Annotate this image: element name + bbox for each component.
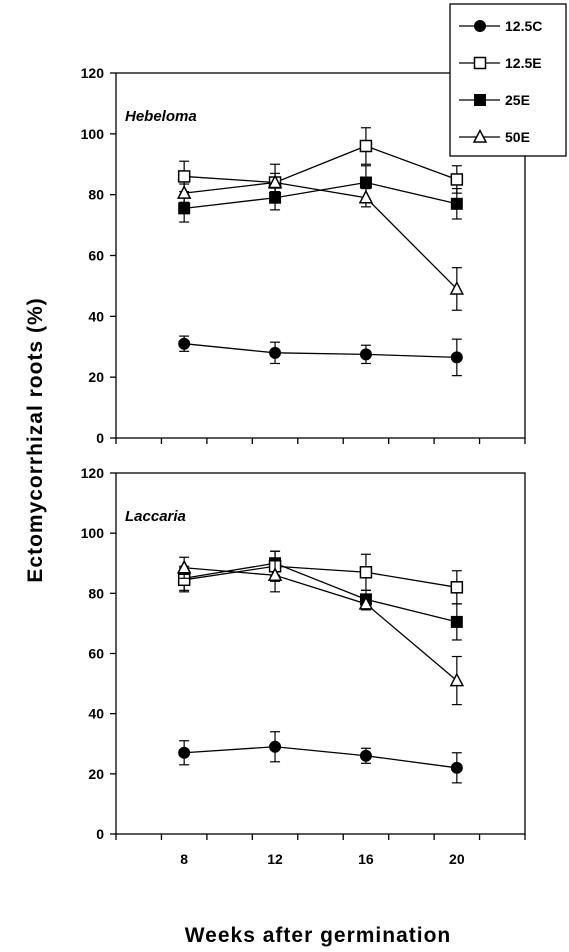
data-point (449, 672, 465, 687)
y-tick-label: 40 (88, 706, 104, 722)
data-point (358, 595, 374, 610)
series-line (184, 565, 457, 588)
data-point (178, 202, 191, 215)
y-tick-label: 80 (88, 585, 104, 601)
data-point (450, 615, 463, 628)
data-point (267, 567, 283, 582)
x-tick-label: 20 (449, 851, 465, 867)
legend-label: 12.5E (505, 55, 542, 71)
data-point (450, 581, 464, 594)
y-tick-label: 60 (88, 248, 104, 264)
panel-label: Laccaria (125, 508, 186, 525)
series-line (184, 181, 457, 209)
series-25e (178, 165, 463, 223)
data-point (359, 139, 373, 153)
data-point (450, 173, 464, 186)
data-point (177, 170, 191, 183)
data-point (359, 176, 372, 189)
series-line (184, 145, 458, 184)
data-point (450, 761, 463, 774)
y-tick-label: 40 (88, 308, 104, 324)
legend-marker (474, 20, 486, 32)
series-12-5e (177, 550, 464, 605)
series-12-5c (178, 731, 463, 784)
legend-marker (473, 56, 487, 70)
data-point (359, 348, 372, 361)
legend-label: 25E (505, 92, 530, 108)
data-point (178, 746, 191, 759)
x-tick-label: 12 (267, 851, 283, 867)
series-line (184, 343, 457, 359)
y-tick-label: 20 (88, 369, 104, 385)
legend-label: 50E (505, 129, 530, 145)
y-tick-label: 120 (81, 65, 105, 81)
data-point (267, 174, 283, 189)
y-tick-label: 100 (81, 525, 105, 541)
data-point (358, 189, 374, 204)
plot-frame (115, 472, 526, 835)
data-point (450, 197, 463, 210)
panel-laccaria: 0 20 40 60 80 100 120 8 12 16 20 Laccaria (81, 465, 526, 867)
y-tick-label: 0 (96, 826, 104, 842)
x-tick-label: 16 (358, 851, 374, 867)
data-point (269, 740, 282, 753)
x-tick-label: 8 (180, 851, 188, 867)
panel-label: Hebeloma (125, 108, 197, 125)
series-line (184, 562, 457, 623)
series-line (184, 746, 457, 769)
series-25e (178, 550, 463, 641)
series-line (184, 567, 458, 682)
series-50e (176, 556, 465, 706)
legend-marker (474, 94, 486, 106)
legend-marker (472, 128, 488, 143)
series-12-5c (178, 335, 463, 377)
y-tick-label: 120 (81, 465, 105, 481)
y-tick-label: 80 (88, 187, 104, 203)
legend-label: 12.5C (505, 18, 542, 34)
data-point (449, 280, 465, 295)
legend: 12.5C 12.5E 25E 50E (449, 3, 567, 157)
data-point (176, 559, 192, 574)
data-point (178, 337, 191, 350)
x-axis-title: Weeks after germination (185, 924, 452, 947)
legend-box (449, 3, 567, 157)
panel-hebeloma: 0 20 40 60 80 100 120 Hebeloma (81, 65, 526, 446)
y-tick-label: 20 (88, 766, 104, 782)
data-point (359, 566, 373, 579)
data-point (176, 185, 192, 199)
y-tick-label: 60 (88, 646, 104, 662)
y-tick-label: 100 (81, 126, 105, 142)
series-50e (176, 172, 465, 311)
y-axis-title: Ectomycorrhizal roots (%) (24, 297, 47, 582)
y-tick-label: 0 (96, 430, 104, 446)
series-line (184, 181, 458, 290)
data-point (269, 346, 282, 359)
data-point (450, 351, 463, 364)
data-point (359, 749, 372, 762)
